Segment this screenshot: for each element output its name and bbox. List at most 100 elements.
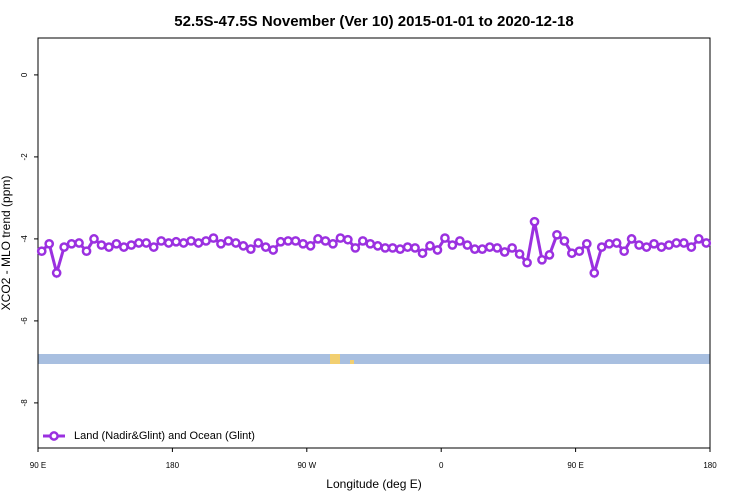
data-point bbox=[469, 244, 480, 254]
data-point bbox=[589, 268, 600, 278]
data-point bbox=[410, 243, 420, 253]
x-tick-label: 180 bbox=[166, 461, 180, 470]
data-point bbox=[111, 238, 122, 249]
data-point bbox=[216, 238, 226, 249]
data-point bbox=[328, 238, 338, 249]
data-point bbox=[492, 243, 503, 253]
x-tick-label: 180 bbox=[703, 461, 717, 470]
data-point bbox=[537, 254, 547, 265]
data-point bbox=[693, 234, 704, 244]
data-point bbox=[298, 238, 308, 249]
data-point bbox=[581, 238, 592, 249]
data-point bbox=[96, 240, 107, 250]
data-point bbox=[193, 238, 204, 248]
data-point bbox=[238, 241, 249, 251]
data-point bbox=[335, 233, 346, 243]
data-point bbox=[231, 238, 241, 248]
data-point bbox=[522, 257, 532, 268]
chart-title: 52.5S-47.5S November (Ver 10) 2015-01-01… bbox=[174, 13, 573, 30]
data-point bbox=[290, 236, 301, 246]
y-tick-label: -2 bbox=[20, 153, 29, 161]
data-point bbox=[253, 238, 264, 248]
data-point bbox=[89, 234, 99, 244]
data-point bbox=[395, 244, 405, 254]
data-point bbox=[641, 242, 652, 252]
data-point bbox=[664, 240, 674, 250]
data-point bbox=[462, 240, 473, 250]
data-point bbox=[350, 243, 361, 253]
data-point bbox=[417, 248, 428, 259]
data-point bbox=[305, 241, 316, 251]
data-point bbox=[51, 268, 62, 278]
data-point bbox=[313, 234, 323, 244]
data-point bbox=[268, 245, 279, 255]
legend-marker bbox=[49, 431, 59, 441]
data-point bbox=[514, 249, 525, 259]
data-point bbox=[484, 242, 495, 252]
data-point bbox=[686, 242, 697, 252]
data-point bbox=[671, 238, 682, 248]
y-tick-label: -8 bbox=[20, 399, 29, 407]
data-point bbox=[529, 216, 540, 227]
data-point bbox=[447, 240, 458, 250]
data-point bbox=[440, 233, 450, 243]
data-point bbox=[357, 236, 368, 246]
data-point bbox=[59, 242, 69, 252]
y-tick-label: -4 bbox=[20, 235, 29, 243]
x-tick-label: 90 E bbox=[30, 461, 46, 470]
data-point bbox=[380, 243, 391, 253]
land-patch bbox=[350, 360, 354, 364]
data-point bbox=[343, 234, 353, 245]
y-tick-label: 0 bbox=[20, 72, 29, 77]
data-point bbox=[283, 236, 293, 246]
data-point bbox=[365, 238, 376, 249]
data-point bbox=[44, 238, 55, 249]
data-point bbox=[425, 241, 435, 251]
land-patch bbox=[330, 354, 340, 364]
data-point bbox=[74, 238, 84, 248]
data-point bbox=[275, 236, 286, 247]
data-point bbox=[567, 248, 577, 259]
data-point bbox=[186, 236, 196, 246]
legend-label: Land (Nadir&Glint) and Ocean (Glint) bbox=[74, 430, 255, 442]
data-point bbox=[552, 229, 562, 240]
data-point bbox=[701, 238, 712, 248]
data-point bbox=[81, 246, 92, 257]
data-point bbox=[245, 244, 256, 254]
data-point bbox=[148, 242, 159, 252]
data-point bbox=[499, 247, 510, 257]
data-point bbox=[208, 233, 219, 243]
x-tick-label: 90 E bbox=[567, 461, 583, 470]
x-axis-label: Longitude (deg E) bbox=[326, 477, 421, 491]
data-point bbox=[178, 238, 189, 248]
data-point bbox=[163, 238, 174, 248]
x-tick-label: 90 W bbox=[297, 461, 316, 470]
data-point bbox=[477, 244, 488, 254]
x-tick-label: 0 bbox=[439, 461, 444, 470]
y-axis-label: XCO2 - MLO trend (ppm) bbox=[0, 176, 13, 311]
data-point bbox=[544, 250, 555, 260]
data-point bbox=[260, 242, 271, 252]
data-point bbox=[402, 242, 413, 252]
data-point bbox=[320, 236, 331, 246]
data-point bbox=[596, 242, 607, 252]
data-point bbox=[507, 243, 517, 253]
data-point bbox=[574, 246, 585, 257]
data-point bbox=[656, 242, 667, 252]
data-point bbox=[649, 238, 659, 249]
data-point bbox=[126, 240, 137, 250]
data-point bbox=[619, 246, 629, 257]
data-point bbox=[679, 238, 689, 248]
data-point bbox=[156, 236, 167, 246]
data-point bbox=[223, 236, 234, 246]
data-point bbox=[119, 242, 129, 252]
data-point bbox=[387, 243, 398, 253]
y-tick-label: -6 bbox=[20, 317, 29, 325]
data-point bbox=[432, 245, 443, 255]
data-point bbox=[133, 238, 144, 248]
surface-strip bbox=[38, 354, 710, 364]
data-point bbox=[626, 234, 637, 244]
data-point bbox=[611, 238, 622, 248]
data-point bbox=[604, 238, 615, 249]
